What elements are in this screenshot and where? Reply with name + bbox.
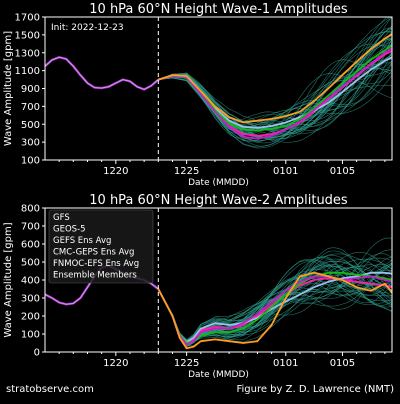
x-tick-label: 0101	[273, 166, 298, 177]
x-tick-label: 0105	[330, 166, 355, 177]
x-tick-label: 1225	[174, 166, 199, 177]
y-tick-label: 1100	[15, 66, 40, 77]
y-axis-label: Wave Amplitude [gpm]	[3, 222, 14, 337]
y-tick-label: 500	[21, 258, 40, 269]
y-tick-label: 700	[21, 222, 40, 233]
legend-box	[48, 209, 154, 284]
legend-entry-geos-5: GEOS-5	[53, 225, 86, 235]
series-line-gefs-ens-avg	[157, 271, 392, 344]
ensemble-member-line	[158, 27, 392, 127]
y-tick-label: 700	[21, 102, 40, 113]
series-line-gfs	[157, 271, 392, 350]
init-annotation: Init: 2022-12-23	[51, 23, 124, 33]
chart-panel-2: 10 hPa 60°N Height Wave-2 Amplitudes 0 100…	[3, 193, 393, 380]
x-tick-label: 1225	[174, 358, 199, 369]
ensemble-member-line	[158, 70, 392, 144]
chart-title: 10 hPa 60°N Height Wave-2 Amplitudes	[89, 193, 348, 208]
legend-entry-cmc-geps-ens-avg: CMC-GEPS Ens Avg	[53, 248, 134, 258]
x-tick-label: 0101	[273, 358, 298, 369]
ensemble-member-line	[158, 75, 392, 126]
x-axis-label: Date (MMDD)	[188, 370, 249, 380]
y-tick-label: 200	[21, 312, 40, 323]
series-line-cmc-geps-ens-avg	[157, 271, 392, 343]
x-tick-label: 1220	[103, 166, 128, 177]
ensemble-member-line	[158, 258, 392, 343]
x-axis-label: Date (MMDD)	[188, 178, 249, 188]
y-tick-label: 1700	[15, 13, 40, 24]
legend-entry-gefs-ens-avg: GEFS Ens Avg	[53, 236, 111, 246]
y-tick-label: 100	[21, 156, 40, 167]
x-tick-label: 1220	[103, 358, 128, 369]
y-tick-label: 300	[21, 294, 40, 305]
legend-entry-fnmoc-efs-ens-avg: FNMOC-EFS Ens Avg	[53, 259, 139, 269]
series-line-geos-5	[157, 275, 392, 346]
footer-site: stratobserve.com	[6, 384, 94, 395]
analysis-line	[45, 55, 160, 91]
y-tick-label: 100	[21, 330, 40, 341]
plot-area	[45, 237, 392, 350]
y-tick-label: 800	[21, 204, 40, 215]
footer-credit: Figure by Z. D. Lawrence (NMT)	[236, 384, 394, 395]
y-tick-label: 900	[21, 84, 40, 95]
plot-area	[45, 17, 392, 149]
series-line-gfs	[158, 33, 392, 124]
legend-entry-gfs: GFS	[53, 213, 70, 223]
x-tick-label: 0105	[330, 358, 355, 369]
y-tick-label: 400	[21, 276, 40, 287]
y-tick-label: 600	[21, 240, 40, 251]
ensemble-member-line	[158, 25, 392, 132]
series-line-geos-5	[158, 47, 392, 140]
chart-panel-1: 10 hPa 60°N Height Wave-1 Amplitudes 100 3…	[3, 2, 393, 188]
chart-title: 10 hPa 60°N Height Wave-1 Amplitudes	[89, 2, 348, 17]
y-tick-label: 300	[21, 138, 40, 149]
y-tick-label: 1300	[15, 48, 40, 59]
y-axis-label: Wave Amplitude [gpm]	[3, 31, 14, 146]
legend-entry-ensemble-members: Ensemble Members	[53, 271, 137, 281]
y-tick-label: 0	[34, 348, 40, 359]
ensemble-member-line	[158, 37, 392, 135]
y-tick-label: 1500	[15, 30, 40, 41]
y-tick-label: 500	[21, 120, 40, 131]
analysis-line-overlay	[45, 56, 159, 90]
